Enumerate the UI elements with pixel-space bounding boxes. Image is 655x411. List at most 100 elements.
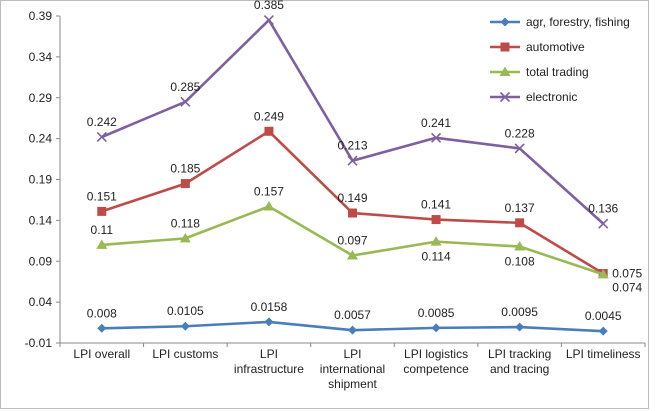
data-point-marker xyxy=(348,208,357,218)
x-tick-label-line: LPI xyxy=(260,347,278,361)
x-tick-label-line: infrastructure xyxy=(234,362,304,376)
series-1 xyxy=(97,126,608,279)
x-tick-label-line: LPI tracking xyxy=(488,347,551,361)
y-tick-label: 0.24 xyxy=(29,132,53,146)
data-label: 0.228 xyxy=(505,126,535,140)
data-label: 0.0045 xyxy=(585,309,622,323)
legend-label: automotive xyxy=(526,40,585,54)
x-tick-label: LPI international shipment xyxy=(320,347,385,391)
data-label: 0.241 xyxy=(421,116,451,130)
data-label: 0.097 xyxy=(337,234,367,248)
data-point-marker xyxy=(499,66,511,76)
x-tick-label-line: LPI overall xyxy=(73,347,130,361)
legend-item: agr, forestry, fishing xyxy=(490,15,630,29)
data-label: 0.108 xyxy=(505,255,535,269)
data-point-marker xyxy=(499,91,511,103)
data-point-marker xyxy=(180,96,191,107)
data-point-marker xyxy=(348,325,357,335)
x-tick-label: LPI timeliness xyxy=(566,347,641,361)
legend-item: total trading xyxy=(490,65,589,79)
y-tick-label: 0.04 xyxy=(29,295,53,309)
data-point-marker xyxy=(500,42,510,52)
x-tick-label-line: LPI logistics xyxy=(404,347,468,361)
x-tick-label-line: LPI xyxy=(343,347,361,361)
data-label: 0.0057 xyxy=(334,308,371,322)
data-label: 0.0095 xyxy=(501,305,538,319)
data-point-marker xyxy=(431,215,441,225)
legend: agr, forestry, fishing automotive total tr… xyxy=(490,15,630,104)
data-point-marker xyxy=(347,155,358,166)
data-label: 0.242 xyxy=(87,115,117,129)
data-point-marker xyxy=(347,250,358,260)
x-tick-label: LPI tracking and tracing xyxy=(488,347,551,376)
x-tick-label: LPI infrastructure xyxy=(234,347,304,376)
data-point-marker xyxy=(431,323,441,333)
series-layer xyxy=(96,15,609,336)
axes: -0.01 0.04 0.09 0.14 0.19 0.24 0.29 0.34 0.39 LPI… xyxy=(25,9,646,391)
data-label: 0.114 xyxy=(422,250,451,264)
y-tick-label: -0.01 xyxy=(25,336,53,350)
y-tick-label: 0.39 xyxy=(29,9,53,23)
data-point-marker xyxy=(514,241,526,251)
legend-label: electronic xyxy=(526,90,577,104)
data-point-marker xyxy=(598,218,609,229)
data-labels: 0.008 0.0105 0.0158 0.0057 0.0085 0.0095 0.004… xyxy=(87,0,643,323)
data-point-marker xyxy=(97,206,107,216)
legend-item: automotive xyxy=(490,40,585,54)
data-label: 0.285 xyxy=(170,80,200,94)
data-point-marker xyxy=(515,322,525,332)
data-label: 0.141 xyxy=(421,198,451,212)
data-label: 0.136 xyxy=(588,202,618,216)
data-point-marker xyxy=(180,321,190,331)
x-tick-label-line: shipment xyxy=(328,377,377,391)
data-label: 0.137 xyxy=(505,201,535,215)
x-tick-label-line: competence xyxy=(403,362,469,376)
data-label: 0.118 xyxy=(171,216,200,230)
x-tick-label: LPI customs xyxy=(152,347,218,361)
data-point-marker xyxy=(96,239,108,249)
data-label: 0.249 xyxy=(254,109,284,123)
data-point-marker xyxy=(180,179,190,189)
data-label: 0.11 xyxy=(91,223,114,237)
data-point-marker xyxy=(179,232,191,243)
x-tick-label-line: and tracing xyxy=(490,362,549,376)
legend-label: agr, forestry, fishing xyxy=(526,15,630,29)
data-label: 0.157 xyxy=(254,184,284,198)
data-label: 0.0158 xyxy=(251,300,288,314)
data-point-marker xyxy=(263,200,275,211)
y-tick-label: 0.19 xyxy=(29,173,53,187)
data-point-marker xyxy=(264,317,274,327)
series-3 xyxy=(96,15,609,229)
data-label: 0.0105 xyxy=(167,304,204,318)
data-point-marker xyxy=(97,323,107,333)
y-tick-label: 0.09 xyxy=(29,254,53,268)
data-label: 0.074 xyxy=(612,280,642,294)
data-label: 0.075 xyxy=(612,267,642,281)
x-tick-label-line: LPI timeliness xyxy=(566,347,641,361)
data-point-marker xyxy=(500,17,510,27)
y-tick-label: 0.14 xyxy=(29,213,53,227)
series-0 xyxy=(97,317,608,336)
data-point-marker xyxy=(515,218,525,228)
legend-label: total trading xyxy=(526,65,589,79)
data-point-marker xyxy=(598,326,608,336)
series-2 xyxy=(96,200,609,279)
data-label: 0.185 xyxy=(170,162,200,176)
data-label: 0.0085 xyxy=(418,306,455,320)
data-point-marker xyxy=(431,132,442,143)
data-point-marker xyxy=(430,236,442,246)
data-label: 0.213 xyxy=(337,139,367,153)
data-label: 0.151 xyxy=(87,189,117,203)
data-point-marker xyxy=(514,143,525,154)
data-point-marker xyxy=(597,268,609,279)
data-label: 0.149 xyxy=(337,191,367,205)
data-label: 0.008 xyxy=(87,306,117,320)
y-tick-label: 0.29 xyxy=(29,91,53,105)
x-tick-label: LPI logistics competence xyxy=(403,347,469,376)
data-label: 0.385 xyxy=(254,0,284,12)
data-point-marker xyxy=(96,131,107,143)
data-point-marker xyxy=(263,15,274,26)
y-tick-label: 0.34 xyxy=(29,50,53,64)
